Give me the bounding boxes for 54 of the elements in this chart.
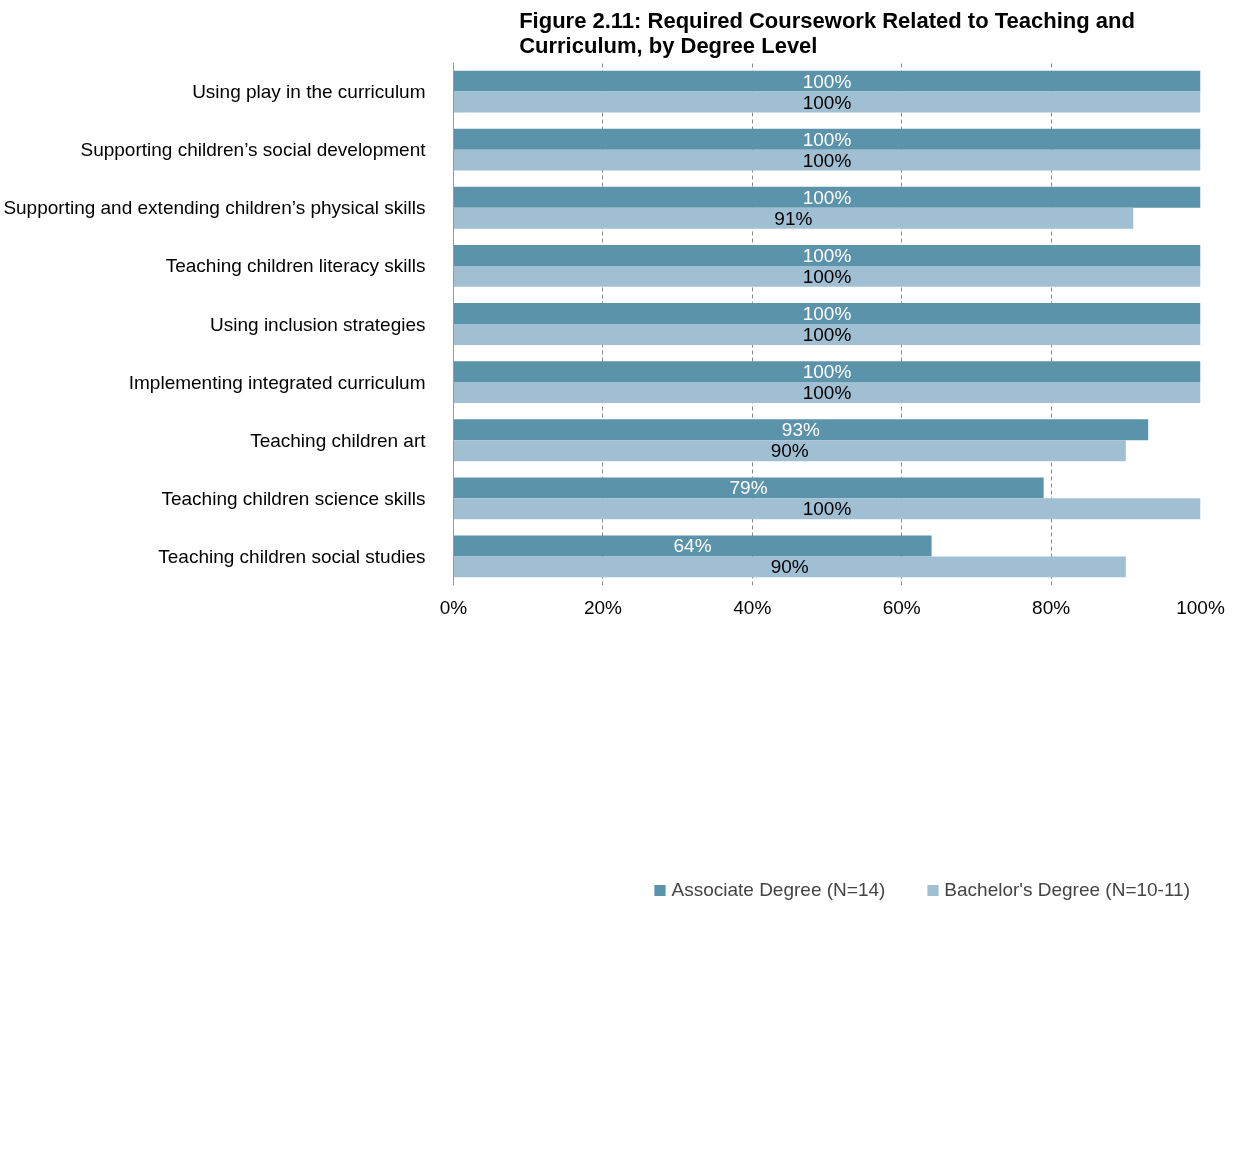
data-label: 93% xyxy=(781,419,820,441)
bar xyxy=(453,498,1201,520)
bar xyxy=(453,535,932,557)
data-label: 100% xyxy=(802,186,852,208)
bar xyxy=(453,477,1044,499)
bar xyxy=(453,382,1201,404)
y-tick-label: Teaching children science skills xyxy=(161,487,426,509)
y-tick-label: Teaching children literacy skills xyxy=(165,255,426,277)
bar xyxy=(453,70,1201,92)
legend-label: Associate Degree (N=14) xyxy=(671,879,886,901)
bar xyxy=(453,149,1201,171)
bar xyxy=(453,91,1201,113)
data-label: 100% xyxy=(802,70,852,92)
bar xyxy=(453,361,1201,383)
data-label: 90% xyxy=(770,440,809,462)
y-tick-label: Teaching children art xyxy=(250,429,427,451)
x-tick-label: 0% xyxy=(439,596,468,618)
x-tick-label: 20% xyxy=(583,596,623,618)
bar xyxy=(453,244,1201,266)
bar xyxy=(453,419,1149,441)
y-tick-label: Teaching children social studies xyxy=(158,545,426,567)
x-tick-label: 100% xyxy=(1176,596,1225,618)
bar xyxy=(453,207,1134,229)
data-label: 100% xyxy=(802,128,852,150)
data-label: 100% xyxy=(802,361,852,383)
bar xyxy=(453,324,1201,345)
bar xyxy=(453,440,1126,462)
x-tick-label: 80% xyxy=(1032,596,1071,618)
data-label: 100% xyxy=(802,323,852,345)
data-label: 90% xyxy=(770,556,809,578)
data-label: 100% xyxy=(802,265,852,287)
bar xyxy=(453,556,1126,578)
y-tick-label: Using inclusion strategies xyxy=(210,313,426,335)
bar xyxy=(453,186,1201,208)
y-tick-label: Supporting children’s social development xyxy=(80,139,427,161)
y-tick-label: Using play in the curriculum xyxy=(192,81,426,103)
data-label: 91% xyxy=(774,207,813,229)
x-tick-label: 40% xyxy=(733,596,772,618)
y-tick-label: Implementing integrated curriculum xyxy=(128,371,426,393)
legend-label: Bachelor's Degree (N=10-11) xyxy=(944,879,1190,901)
bar xyxy=(453,128,1201,150)
data-label: 100% xyxy=(802,303,852,325)
data-label: 100% xyxy=(802,244,852,266)
bar xyxy=(453,303,1201,324)
bar xyxy=(453,265,1201,287)
y-tick-label: Supporting and extending children’s physical skills xyxy=(3,197,426,219)
data-label: 79% xyxy=(729,477,768,499)
x-tick-label: 60% xyxy=(882,596,921,618)
chart-title: Figure 2.11: Required Coursework Related to Teaching and Curriculum, by Degree Level xyxy=(519,7,1135,58)
data-label: 64% xyxy=(673,535,712,557)
data-label: 100% xyxy=(802,91,852,113)
data-label: 100% xyxy=(802,149,852,171)
data-label: 100% xyxy=(802,498,852,520)
data-label: 100% xyxy=(802,382,852,404)
